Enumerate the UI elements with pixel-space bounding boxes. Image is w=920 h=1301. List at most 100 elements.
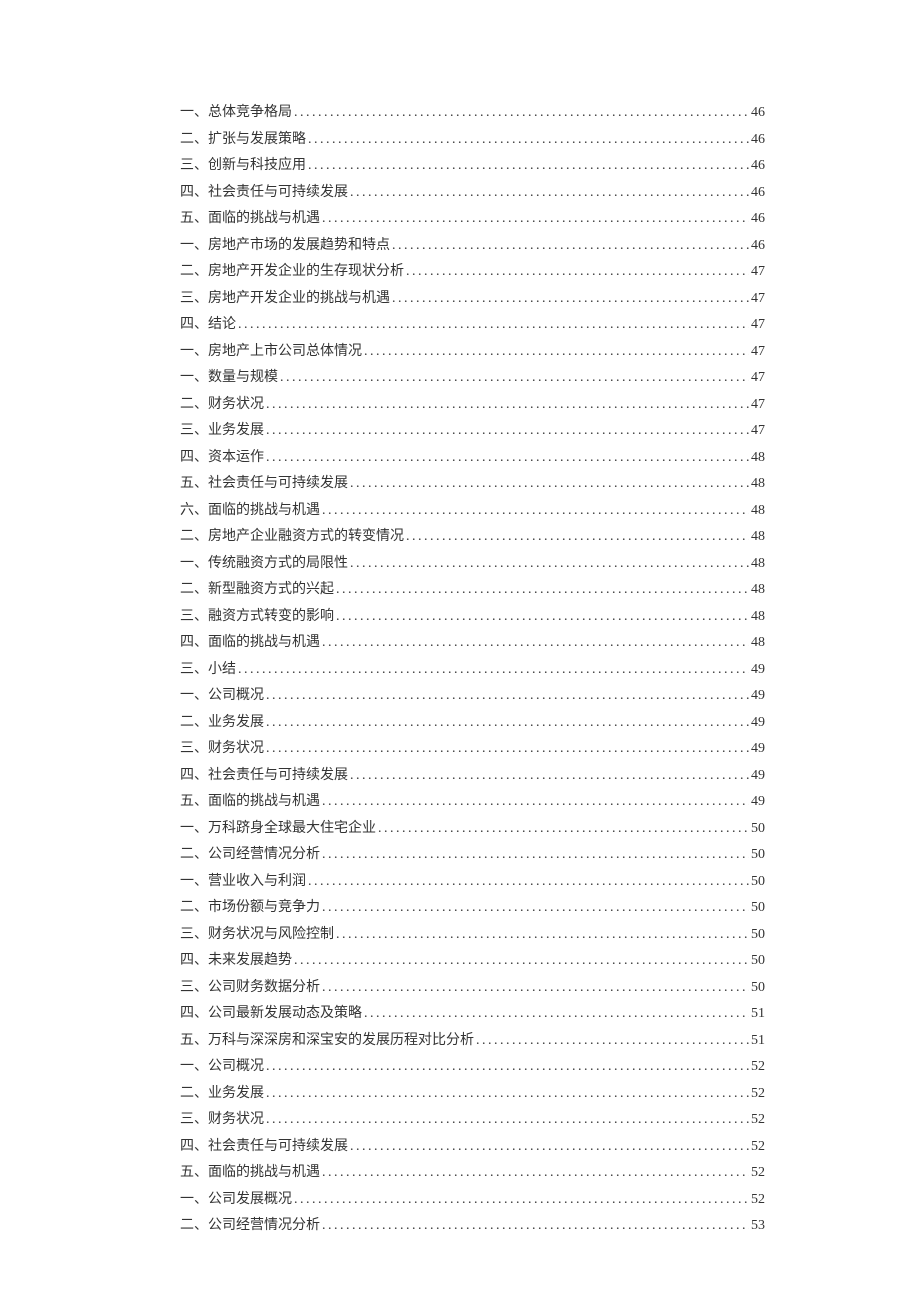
toc-entry: 四、结论47 xyxy=(180,312,765,339)
toc-entry-page: 47 xyxy=(751,339,765,366)
toc-entry-page: 46 xyxy=(751,206,765,233)
toc-dot-leader xyxy=(336,922,749,949)
toc-entry-page: 48 xyxy=(751,445,765,472)
toc-dot-leader xyxy=(350,551,749,578)
toc-dot-leader xyxy=(364,1001,749,1028)
toc-entry: 五、社会责任与可持续发展 48 xyxy=(180,471,765,498)
toc-entry-label: 一、总体竞争格局 xyxy=(180,100,292,127)
toc-entry-label: 三、融资方式转变的影响 xyxy=(180,604,334,631)
toc-entry-label: 二、新型融资方式的兴起 xyxy=(180,577,334,604)
toc-entry: 二、业务发展52 xyxy=(180,1081,765,1108)
toc-entry-page: 48 xyxy=(751,630,765,657)
toc-entry: 五、面临的挑战与机遇 52 xyxy=(180,1160,765,1187)
toc-entry-page: 52 xyxy=(751,1107,765,1134)
toc-dot-leader xyxy=(322,206,749,233)
toc-entry-label: 二、公司经营情况分析 xyxy=(180,1213,320,1240)
toc-dot-leader xyxy=(322,498,749,525)
toc-entry-label: 一、数量与规模 xyxy=(180,365,278,392)
toc-entry: 四、面临的挑战与机遇48 xyxy=(180,630,765,657)
toc-dot-leader xyxy=(322,975,749,1002)
toc-entry: 五、面临的挑战与机遇46 xyxy=(180,206,765,233)
toc-entry: 三、财务状况49 xyxy=(180,736,765,763)
toc-entry: 一、营业收入与利润50 xyxy=(180,869,765,896)
toc-entry-page: 50 xyxy=(751,816,765,843)
toc-entry-label: 四、社会责任与可持续发展 xyxy=(180,1134,348,1161)
toc-entry-label: 一、房地产上市公司总体情况 xyxy=(180,339,362,366)
toc-entry-page: 46 xyxy=(751,127,765,154)
toc-entry-label: 二、财务状况 xyxy=(180,392,264,419)
toc-entry-page: 49 xyxy=(751,789,765,816)
toc-dot-leader xyxy=(392,233,749,260)
toc-entry: 三、业务发展47 xyxy=(180,418,765,445)
toc-entry: 三、融资方式转变的影响 48 xyxy=(180,604,765,631)
toc-entry: 一、传统融资方式的局限性48 xyxy=(180,551,765,578)
toc-dot-leader xyxy=(350,763,749,790)
toc-entry: 二、公司经营情况分析50 xyxy=(180,842,765,869)
toc-entry: 二、房地产企业融资方式的转变情况48 xyxy=(180,524,765,551)
toc-entry: 一、公司发展概况52 xyxy=(180,1187,765,1214)
toc-entry: 一、房地产上市公司总体情况 47 xyxy=(180,339,765,366)
toc-entry-label: 三、财务状况 xyxy=(180,736,264,763)
toc-entry-label: 五、面临的挑战与机遇 xyxy=(180,1160,320,1187)
toc-entry-page: 48 xyxy=(751,471,765,498)
toc-dot-leader xyxy=(294,100,749,127)
toc-dot-leader xyxy=(266,392,749,419)
toc-dot-leader xyxy=(266,736,749,763)
toc-entry-page: 50 xyxy=(751,895,765,922)
toc-entry-page: 48 xyxy=(751,551,765,578)
toc-entry: 三、小结49 xyxy=(180,657,765,684)
toc-entry-page: 48 xyxy=(751,604,765,631)
toc-dot-leader xyxy=(406,524,749,551)
toc-entry-page: 50 xyxy=(751,975,765,1002)
toc-dot-leader xyxy=(350,471,749,498)
toc-entry-page: 46 xyxy=(751,180,765,207)
toc-entry-label: 三、公司财务数据分析 xyxy=(180,975,320,1002)
toc-dot-leader xyxy=(336,604,749,631)
toc-entry-label: 四、资本运作 xyxy=(180,445,264,472)
toc-entry-page: 49 xyxy=(751,763,765,790)
toc-entry-label: 二、扩张与发展策略 xyxy=(180,127,306,154)
toc-entry: 五、面临的挑战与机遇 49 xyxy=(180,789,765,816)
toc-entry: 一、公司概况49 xyxy=(180,683,765,710)
toc-entry: 四、社会责任与可持续发展 49 xyxy=(180,763,765,790)
toc-entry-label: 一、公司概况 xyxy=(180,1054,264,1081)
toc-entry-page: 47 xyxy=(751,286,765,313)
toc-entry-label: 五、面临的挑战与机遇 xyxy=(180,789,320,816)
toc-entry: 三、创新与科技应用46 xyxy=(180,153,765,180)
toc-entry: 二、公司经营情况分析53 xyxy=(180,1213,765,1240)
toc-entry-page: 46 xyxy=(751,100,765,127)
toc-dot-leader xyxy=(350,1134,749,1161)
toc-entry-page: 52 xyxy=(751,1160,765,1187)
toc-entry-label: 四、社会责任与可持续发展 xyxy=(180,180,348,207)
toc-dot-leader xyxy=(350,180,749,207)
toc-dot-leader xyxy=(238,657,749,684)
toc-entry-page: 49 xyxy=(751,657,765,684)
toc-entry-label: 五、社会责任与可持续发展 xyxy=(180,471,348,498)
toc-entry-label: 四、社会责任与可持续发展 xyxy=(180,763,348,790)
toc-dot-leader xyxy=(266,1054,749,1081)
toc-entry-label: 三、业务发展 xyxy=(180,418,264,445)
toc-dot-leader xyxy=(378,816,749,843)
toc-entry: 四、公司最新发展动态及策略51 xyxy=(180,1001,765,1028)
toc-entry: 五、万科与深深房和深宝安的发展历程对比分析51 xyxy=(180,1028,765,1055)
toc-dot-leader xyxy=(322,842,749,869)
toc-entry-label: 三、财务状况与风险控制 xyxy=(180,922,334,949)
toc-dot-leader xyxy=(336,577,749,604)
toc-entry-page: 50 xyxy=(751,842,765,869)
toc-dot-leader xyxy=(308,869,749,896)
toc-entry: 二、新型融资方式的兴起48 xyxy=(180,577,765,604)
toc-entry-page: 47 xyxy=(751,312,765,339)
toc-dot-leader xyxy=(308,127,749,154)
toc-dot-leader xyxy=(238,312,749,339)
toc-dot-leader xyxy=(266,1081,749,1108)
toc-dot-leader xyxy=(266,1107,749,1134)
table-of-contents: 一、总体竞争格局46二、扩张与发展策略46三、创新与科技应用46四、社会责任与可… xyxy=(180,100,765,1240)
toc-entry-page: 48 xyxy=(751,498,765,525)
toc-entry-label: 一、万科跻身全球最大住宅企业 xyxy=(180,816,376,843)
toc-entry-label: 二、业务发展 xyxy=(180,1081,264,1108)
toc-dot-leader xyxy=(322,789,749,816)
toc-entry: 二、扩张与发展策略 46 xyxy=(180,127,765,154)
toc-dot-leader xyxy=(266,418,749,445)
toc-entry-label: 四、公司最新发展动态及策略 xyxy=(180,1001,362,1028)
toc-entry-page: 52 xyxy=(751,1134,765,1161)
